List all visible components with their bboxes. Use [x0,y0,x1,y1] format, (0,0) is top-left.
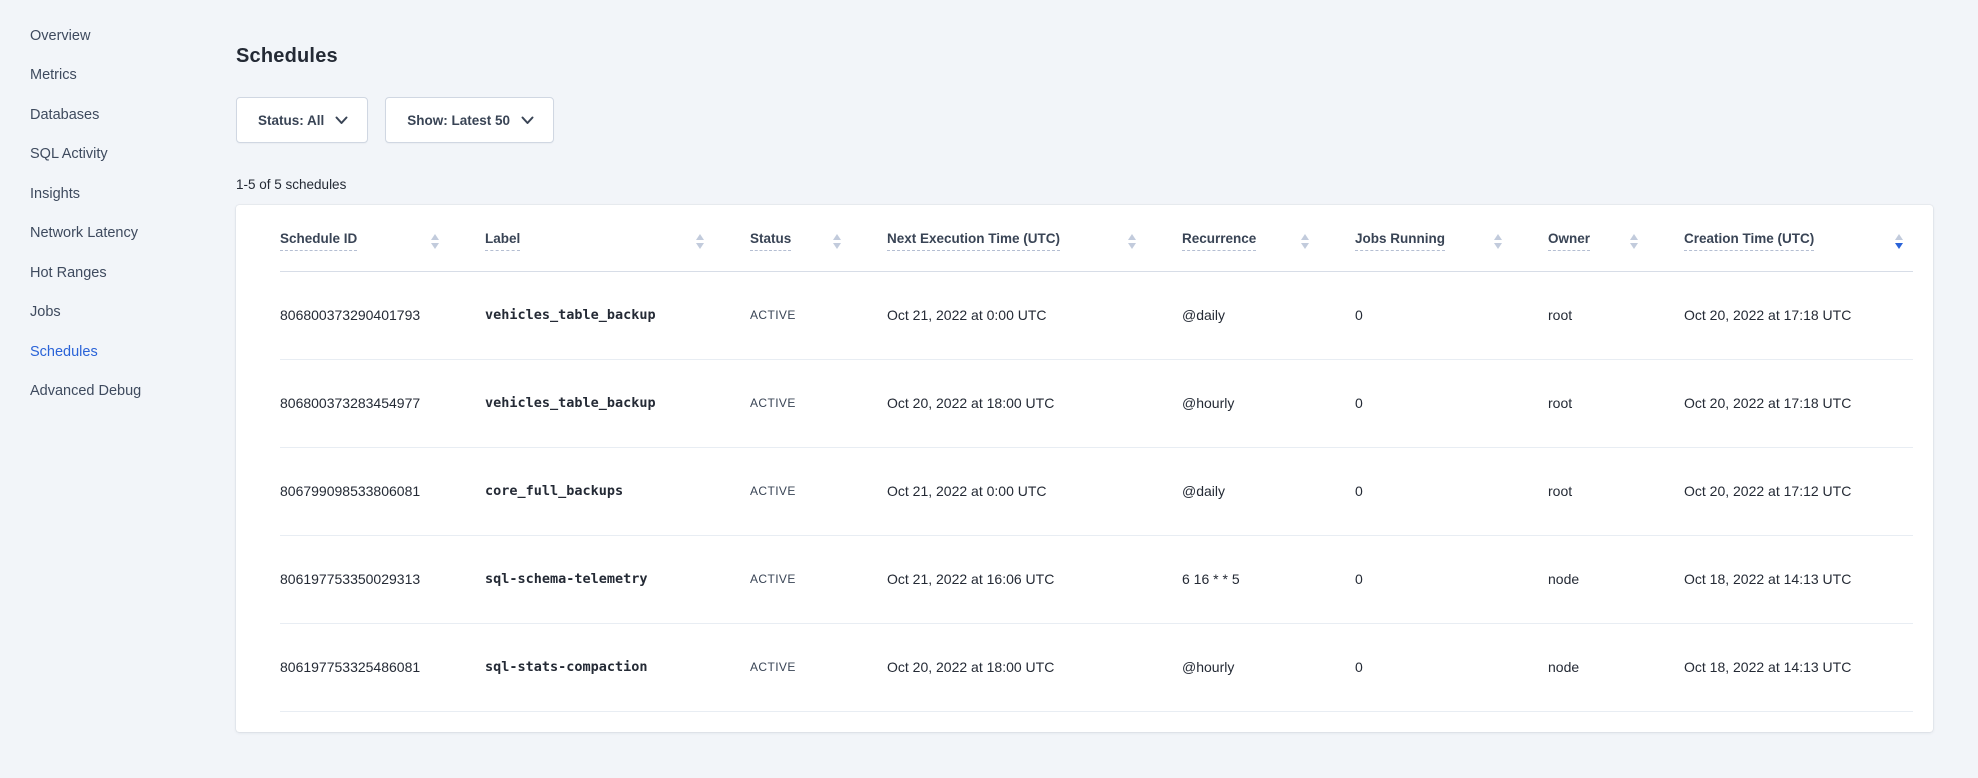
cell-schedule-id: 806800373290401793 [280,271,485,360]
cell-owner: root [1548,359,1684,448]
column-label-next-execution-time[interactable]: Next Execution Time (UTC) [887,231,1061,252]
app-layout: Overview Metrics Databases SQL Activity … [0,0,1933,732]
chevron-down-icon [521,116,534,125]
cell-creation-time: Oct 20, 2022 at 17:12 UTC [1684,447,1913,536]
column-label-owner[interactable]: Owner [1548,231,1591,252]
cell-creation-time: Oct 18, 2022 at 14:13 UTC [1684,623,1913,712]
results-count: 1-5 of 5 schedules [236,177,347,193]
sidebar-item-network-latency[interactable]: Network Latency [30,225,138,242]
column-header-schedule-id: Schedule ID [280,205,485,272]
cell-label: sql-stats-compaction [485,623,750,712]
sort-arrows-icon[interactable] [1628,232,1640,251]
cell-label: vehicles_table_backup [485,271,750,360]
status-filter-dropdown[interactable]: Status: All [236,97,369,144]
cell-jobs-running: 0 [1355,359,1548,448]
cell-jobs-running: 0 [1355,535,1548,624]
sort-arrows-icon[interactable] [1492,232,1504,251]
table-row[interactable]: 806800373283454977 vehicles_table_backup… [280,359,1913,448]
sort-arrows-icon[interactable] [694,232,706,251]
cell-schedule-id: 806800373283454977 [280,359,485,448]
cell-next-execution: Oct 21, 2022 at 0:00 UTC [887,447,1182,536]
sort-arrows-icon[interactable] [429,232,441,251]
column-header-recurrence: Recurrence [1182,205,1355,272]
cell-jobs-running: 0 [1355,447,1548,536]
page-title: Schedules [236,45,338,68]
sidebar-item-insights[interactable]: Insights [30,185,80,202]
cell-recurrence: @hourly [1182,623,1355,712]
column-header-creation-time: Creation Time (UTC) [1684,205,1913,272]
column-header-status: Status [750,205,887,272]
sidebar: Overview Metrics Databases SQL Activity … [0,0,236,732]
sort-arrows-icon[interactable] [1299,232,1311,251]
sidebar-item-schedules[interactable]: Schedules [30,343,98,360]
column-header-owner: Owner [1548,205,1684,272]
cell-label: sql-schema-telemetry [485,535,750,624]
cell-status: ACTIVE [750,271,887,360]
cell-recurrence: @daily [1182,447,1355,536]
schedules-table: Schedule ID Label Status Next Execution … [280,205,1913,712]
cell-next-execution: Oct 20, 2022 at 18:00 UTC [887,623,1182,712]
sidebar-item-sql-activity[interactable]: SQL Activity [30,146,108,163]
sidebar-item-advanced-debug[interactable]: Advanced Debug [30,383,142,400]
cell-status: ACTIVE [750,535,887,624]
column-label-status[interactable]: Status [750,231,792,252]
status-filter-label: Status: All [258,112,325,128]
cell-schedule-id: 806197753350029313 [280,535,485,624]
cell-status: ACTIVE [750,359,887,448]
cell-next-execution: Oct 21, 2022 at 0:00 UTC [887,271,1182,360]
column-label-recurrence[interactable]: Recurrence [1182,231,1257,252]
cell-jobs-running: 0 [1355,623,1548,712]
cell-label: vehicles_table_backup [485,359,750,448]
cell-recurrence: @daily [1182,271,1355,360]
table-header-row: Schedule ID Label Status Next Execution … [280,205,1913,272]
sidebar-item-overview[interactable]: Overview [30,27,91,44]
column-label-creation-time[interactable]: Creation Time (UTC) [1684,231,1815,252]
show-latest-dropdown[interactable]: Show: Latest 50 [385,97,555,144]
main-content: Schedules Status: All Show: Latest 50 1-… [236,0,1933,732]
cell-recurrence: 6 16 * * 5 [1182,535,1355,624]
cell-recurrence: @hourly [1182,359,1355,448]
table-row[interactable]: 806799098533806081 core_full_backups ACT… [280,447,1913,536]
cell-owner: root [1548,447,1684,536]
cell-creation-time: Oct 20, 2022 at 17:18 UTC [1684,271,1913,360]
table-row[interactable]: 806197753325486081 sql-stats-compaction … [280,623,1913,712]
sidebar-item-hot-ranges[interactable]: Hot Ranges [30,264,107,281]
cell-status: ACTIVE [750,447,887,536]
cell-schedule-id: 806197753325486081 [280,623,485,712]
cell-owner: root [1548,271,1684,360]
sort-arrows-icon[interactable] [1893,232,1905,251]
sort-arrows-icon[interactable] [1126,232,1138,251]
chevron-down-icon [335,116,348,125]
cell-next-execution: Oct 20, 2022 at 18:00 UTC [887,359,1182,448]
table-row[interactable]: 806800373290401793 vehicles_table_backup… [280,271,1913,360]
table-row[interactable]: 806197753350029313 sql-schema-telemetry … [280,535,1913,624]
schedules-table-card: Schedule ID Label Status Next Execution … [236,205,1933,732]
show-latest-label: Show: Latest 50 [407,112,511,128]
column-label-label[interactable]: Label [485,231,521,252]
sidebar-item-jobs[interactable]: Jobs [30,304,61,321]
filter-bar: Status: All Show: Latest 50 [236,97,1933,144]
column-header-label: Label [485,205,750,272]
sort-arrows-icon[interactable] [831,232,843,251]
cell-schedule-id: 806799098533806081 [280,447,485,536]
sidebar-item-databases[interactable]: Databases [30,106,100,123]
column-header-jobs-running: Jobs Running [1355,205,1548,272]
cell-jobs-running: 0 [1355,271,1548,360]
column-label-jobs-running[interactable]: Jobs Running [1355,231,1445,252]
cell-creation-time: Oct 20, 2022 at 17:18 UTC [1684,359,1913,448]
cell-next-execution: Oct 21, 2022 at 16:06 UTC [887,535,1182,624]
cell-label: core_full_backups [485,447,750,536]
sidebar-item-metrics[interactable]: Metrics [30,67,77,84]
cell-status: ACTIVE [750,623,887,712]
cell-creation-time: Oct 18, 2022 at 14:13 UTC [1684,535,1913,624]
column-label-schedule-id[interactable]: Schedule ID [280,231,358,252]
cell-owner: node [1548,535,1684,624]
cell-owner: node [1548,623,1684,712]
column-header-next-execution-time: Next Execution Time (UTC) [887,205,1182,272]
